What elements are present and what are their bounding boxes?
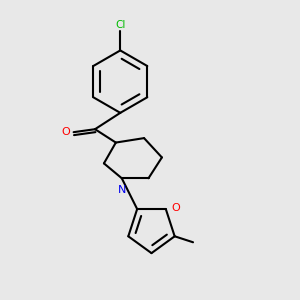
Text: N: N <box>118 185 126 195</box>
Text: O: O <box>61 127 70 136</box>
Text: Cl: Cl <box>115 20 125 30</box>
Text: O: O <box>171 202 180 213</box>
